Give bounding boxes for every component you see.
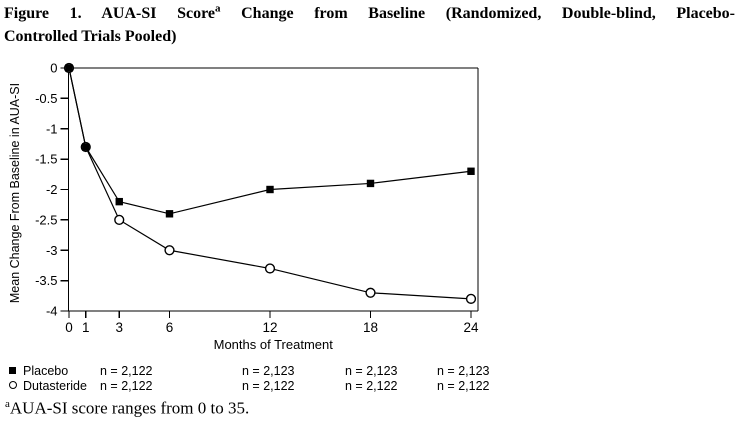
svg-text:18: 18 bbox=[363, 320, 378, 335]
placebo-marker-icon bbox=[9, 367, 16, 374]
placebo-n-count: n = 2,123 bbox=[345, 364, 398, 378]
svg-text:-3.5: -3.5 bbox=[35, 273, 57, 288]
title-text-post: Change from Baseline (Randomized, Double… bbox=[220, 5, 735, 22]
footnote-superscript: a bbox=[5, 398, 10, 410]
svg-text:0: 0 bbox=[65, 320, 73, 335]
figure-title-line1: Figure 1. AUA-SI Scorea Change from Base… bbox=[4, 2, 735, 25]
svg-text:0: 0 bbox=[50, 61, 57, 76]
svg-text:-4: -4 bbox=[46, 304, 58, 319]
dutasteride-n-count: n = 2,122 bbox=[345, 379, 398, 393]
placebo-n-count: n = 2,122 bbox=[100, 364, 153, 378]
dutasteride-n-count: n = 2,122 bbox=[100, 379, 153, 393]
dutasteride-marker-icon bbox=[9, 381, 17, 389]
svg-text:-3: -3 bbox=[46, 243, 58, 258]
figure-title: Figure 1. AUA-SI Scorea Change from Base… bbox=[4, 2, 735, 48]
svg-text:-1: -1 bbox=[46, 121, 58, 136]
svg-text:Months of Treatment: Months of Treatment bbox=[214, 337, 334, 352]
svg-text:-0.5: -0.5 bbox=[35, 91, 57, 106]
chart-svg: 0-0.5-1-1.5-2-2.5-3-3.5-40 1 3 6 12 18 24Month… bbox=[8, 61, 479, 353]
legend-row-placebo: Placebo n = 2,122 n = 2,123 n = 2,123 n … bbox=[0, 364, 520, 379]
legend-label-dutasteride: Dutasteride bbox=[23, 379, 87, 393]
legend-label-placebo: Placebo bbox=[23, 364, 69, 378]
svg-text:Mean Change From Baseline in A: Mean Change From Baseline in AUA-SI bbox=[8, 83, 22, 303]
svg-text:-2.5: -2.5 bbox=[35, 212, 57, 227]
dutasteride-n-count: n = 2,122 bbox=[242, 379, 295, 393]
line-chart: 0 -0.5 -1 -1.5 -2 -2.5 -3 -3.5 -4 0 1 3 6 12 18 24 Month… bbox=[0, 58, 500, 358]
dutasteride-n-count: n = 2,122 bbox=[437, 379, 490, 393]
figure-title-line2: Controlled Trials Pooled) bbox=[4, 28, 177, 45]
svg-text:-1.5: -1.5 bbox=[35, 152, 57, 167]
figure-footnote: aAUA-SI score ranges from 0 to 35. bbox=[5, 398, 249, 419]
placebo-n-count: n = 2,123 bbox=[242, 364, 295, 378]
svg-text:6: 6 bbox=[166, 320, 174, 335]
footnote-text: AUA-SI score ranges from 0 to 35. bbox=[9, 398, 250, 418]
svg-text:-2: -2 bbox=[46, 182, 58, 197]
legend-row-dutasteride: Dutasteride n = 2,122 n = 2,122 n = 2,12… bbox=[0, 379, 520, 394]
title-text-pre: Figure 1. AUA-SI Score bbox=[4, 5, 216, 22]
svg-text:1: 1 bbox=[82, 320, 90, 335]
placebo-n-count: n = 2,123 bbox=[437, 364, 490, 378]
svg-text:3: 3 bbox=[115, 320, 123, 335]
title-superscript: a bbox=[215, 2, 221, 15]
svg-text:24: 24 bbox=[463, 320, 479, 335]
svg-text:12: 12 bbox=[262, 320, 277, 335]
chart-legend: Placebo n = 2,122 n = 2,123 n = 2,123 n … bbox=[0, 363, 520, 397]
